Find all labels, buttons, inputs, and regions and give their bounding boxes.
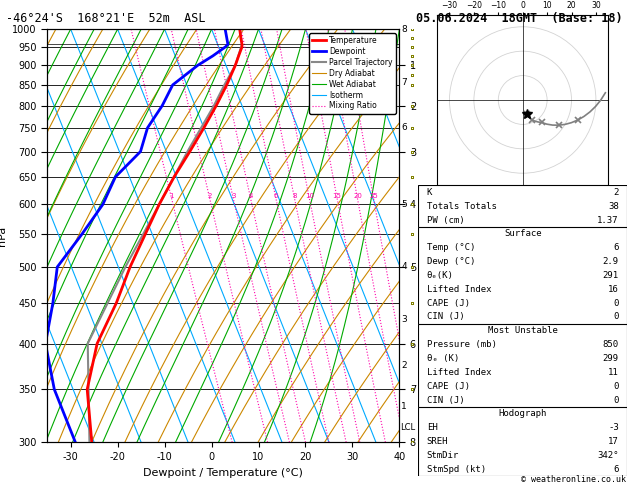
Text: EH: EH [426, 423, 437, 433]
Text: StmDir: StmDir [426, 451, 459, 460]
Text: 6: 6 [401, 123, 407, 132]
Text: 11: 11 [608, 368, 619, 377]
Y-axis label: km
ASL: km ASL [419, 226, 440, 245]
Text: 299: 299 [603, 354, 619, 363]
Text: 2: 2 [208, 193, 212, 199]
Text: -3: -3 [608, 423, 619, 433]
X-axis label: kt: kt [519, 0, 526, 2]
Text: 17: 17 [608, 437, 619, 446]
Text: CAPE (J): CAPE (J) [426, 382, 470, 391]
Text: 6: 6 [613, 465, 619, 474]
Text: θₑ(K): θₑ(K) [426, 271, 454, 280]
Text: 8: 8 [401, 25, 407, 34]
Text: 850: 850 [603, 340, 619, 349]
Text: 342°: 342° [598, 451, 619, 460]
Text: CIN (J): CIN (J) [426, 312, 464, 322]
Text: Temp (°C): Temp (°C) [426, 243, 475, 252]
Text: 05.06.2024  18GMT  (Base: 18): 05.06.2024 18GMT (Base: 18) [416, 12, 623, 25]
Text: 291: 291 [603, 271, 619, 280]
Legend: Temperature, Dewpoint, Parcel Trajectory, Dry Adiabat, Wet Adiabat, Isotherm, Mi: Temperature, Dewpoint, Parcel Trajectory… [309, 33, 396, 114]
Text: 0: 0 [613, 382, 619, 391]
Text: 38: 38 [608, 202, 619, 211]
Text: K: K [426, 188, 432, 197]
Text: CAPE (J): CAPE (J) [426, 298, 470, 308]
Text: 3: 3 [401, 315, 407, 324]
Text: © weatheronline.co.uk: © weatheronline.co.uk [521, 474, 626, 484]
Text: 7: 7 [401, 78, 407, 87]
Text: Pressure (mb): Pressure (mb) [426, 340, 496, 349]
Text: 6: 6 [613, 243, 619, 252]
Text: 2.9: 2.9 [603, 257, 619, 266]
Text: Most Unstable: Most Unstable [487, 326, 558, 335]
Text: 4: 4 [401, 262, 407, 272]
Text: SREH: SREH [426, 437, 448, 446]
Text: θₑ (K): θₑ (K) [426, 354, 459, 363]
Text: 1.37: 1.37 [598, 215, 619, 225]
Text: 2: 2 [613, 188, 619, 197]
Text: 20: 20 [353, 193, 362, 199]
Text: 8: 8 [292, 193, 297, 199]
Text: 0: 0 [613, 312, 619, 322]
Text: 5: 5 [401, 200, 407, 209]
Text: 0: 0 [613, 298, 619, 308]
Text: 16: 16 [608, 285, 619, 294]
Text: 15: 15 [333, 193, 342, 199]
Text: 3: 3 [231, 193, 236, 199]
Text: StmSpd (kt): StmSpd (kt) [426, 465, 486, 474]
Text: 0: 0 [613, 396, 619, 405]
X-axis label: Dewpoint / Temperature (°C): Dewpoint / Temperature (°C) [143, 468, 303, 478]
Text: PW (cm): PW (cm) [426, 215, 464, 225]
Text: 1: 1 [169, 193, 174, 199]
Text: 6: 6 [274, 193, 278, 199]
Text: Dewp (°C): Dewp (°C) [426, 257, 475, 266]
Text: 4: 4 [248, 193, 253, 199]
Text: 1: 1 [401, 401, 407, 411]
Text: Hodograph: Hodograph [499, 409, 547, 418]
Text: Lifted Index: Lifted Index [426, 285, 491, 294]
Text: 2: 2 [401, 361, 407, 370]
Text: 10: 10 [305, 193, 314, 199]
Text: 25: 25 [369, 193, 378, 199]
Text: Surface: Surface [504, 229, 542, 239]
Y-axis label: hPa: hPa [0, 226, 7, 246]
Text: Lifted Index: Lifted Index [426, 368, 491, 377]
Text: -46°24'S  168°21'E  52m  ASL: -46°24'S 168°21'E 52m ASL [6, 12, 206, 25]
Text: Totals Totals: Totals Totals [426, 202, 496, 211]
Text: LCL: LCL [400, 423, 415, 432]
Text: Mixing Ratio (g/kg): Mixing Ratio (g/kg) [442, 193, 451, 278]
Text: CIN (J): CIN (J) [426, 396, 464, 405]
